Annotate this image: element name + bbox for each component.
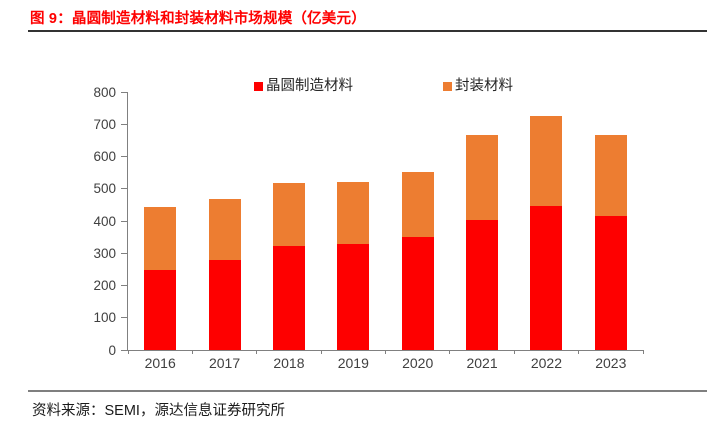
- legend-swatch-icon: [443, 81, 452, 91]
- y-axis-tick: [121, 317, 127, 319]
- x-axis-label-2021: 2021: [466, 355, 498, 371]
- bar-2016-wafer: [144, 270, 177, 350]
- bar-2022-packaging: [530, 115, 563, 206]
- bar-2017-packaging: [208, 198, 241, 261]
- x-axis-label-2023: 2023: [595, 355, 627, 371]
- y-axis-tick: [121, 188, 127, 190]
- legend-item-wafer: 晶圆制造材料: [254, 78, 353, 94]
- bar-2019-wafer: [337, 244, 370, 350]
- y-axis-tick-label: 700: [93, 116, 116, 132]
- y-axis-tick: [121, 156, 127, 157]
- x-axis-label-2016: 2016: [144, 355, 176, 371]
- x-axis-tick: [127, 350, 129, 354]
- x-axis-tick: [320, 350, 322, 354]
- x-axis-tick: [578, 350, 580, 354]
- y-axis-tick-label: 600: [93, 149, 116, 164]
- x-axis-label-2017: 2017: [208, 355, 241, 371]
- y-axis-tick: [121, 220, 127, 222]
- y-axis-tick-label: 0: [108, 342, 116, 358]
- bar-2018-wafer: [272, 246, 305, 350]
- x-axis-tick: [449, 350, 451, 354]
- x-axis-label-2020: 2020: [402, 355, 434, 371]
- bar-2016-packaging: [144, 207, 177, 271]
- plot-area: 0 100 200 300 400 500 600 700 800 2016 2017 2018 201…: [93, 85, 644, 371]
- y-axis-tick-label: 300: [93, 245, 116, 261]
- x-axis-tick: [256, 350, 258, 354]
- y-axis-tick: [121, 252, 127, 254]
- y-axis-tick: [121, 285, 127, 286]
- bar-2017-wafer: [208, 260, 241, 350]
- x-axis-label-2018: 2018: [273, 355, 305, 371]
- bar-2021-wafer: [466, 219, 499, 350]
- legend-label: 封装材料: [455, 78, 513, 94]
- y-axis-tick: [121, 91, 127, 93]
- y-axis-tick: [121, 123, 127, 125]
- bar-2021-packaging: [466, 134, 499, 220]
- bar-2020-wafer: [401, 237, 434, 350]
- footer-divider: [28, 390, 707, 392]
- x-axis-tick: [642, 350, 644, 354]
- y-axis-tick: [121, 349, 127, 351]
- y-axis-tick-label: 400: [93, 213, 116, 229]
- y-axis-tick-label: 200: [93, 278, 116, 293]
- x-axis-tick: [191, 350, 193, 354]
- x-axis-label-2022: 2022: [530, 355, 563, 371]
- bar-2022-wafer: [530, 205, 563, 350]
- bar-2023-packaging: [594, 134, 627, 217]
- source-note: 资料来源：SEMI，源达信息证券研究所: [32, 403, 285, 419]
- bar-2018-packaging: [272, 182, 305, 247]
- y-axis-tick-label: 100: [93, 310, 116, 326]
- legend-label: 晶圆制造材料: [266, 78, 353, 94]
- figure-title: 图 9：晶圆制造材料和封装材料市场规模（亿美元）: [30, 11, 366, 27]
- bar-2020-packaging: [401, 171, 434, 238]
- y-axis-tick-label: 800: [93, 84, 116, 100]
- x-axis-tick: [513, 350, 515, 354]
- bar-2023-wafer: [594, 216, 627, 350]
- bar-2019-packaging: [337, 182, 370, 245]
- y-axis-tick-label: 500: [93, 181, 116, 197]
- legend-item-packaging: 封装材料: [443, 78, 513, 94]
- legend-swatch-icon: [254, 81, 263, 91]
- x-axis-tick: [385, 350, 386, 354]
- x-axis-label-2019: 2019: [337, 355, 369, 371]
- title-divider: [28, 30, 707, 32]
